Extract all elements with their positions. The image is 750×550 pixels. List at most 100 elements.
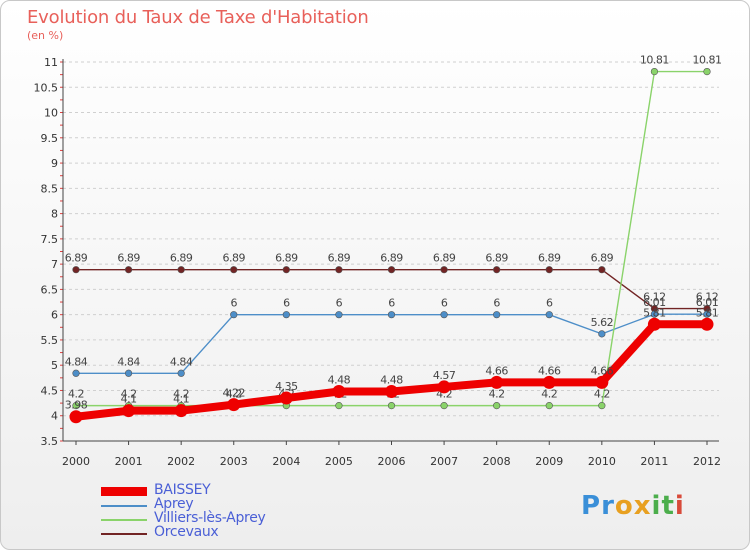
point-orcevaux-2004: [282, 266, 290, 274]
point-villiers-l-s-aprey-2005: [335, 402, 343, 410]
data-label-orcevaux-2010: 6.89: [591, 252, 614, 265]
y-tick-label-10: 8.5: [41, 182, 59, 195]
point-baissey-2008: [490, 375, 504, 389]
point-aprey-2001: [124, 369, 133, 377]
y-tick-label-0: 3.5: [41, 435, 59, 448]
data-label-baissey-2000: 3.98: [65, 399, 88, 412]
data-label-orcevaux-2000: 6.89: [65, 252, 88, 265]
data-label-orcevaux-2002: 6.89: [170, 252, 193, 265]
data-label-villiers-l-s-aprey-2003: 4.2: [226, 388, 242, 401]
data-label-aprey-2007: 6: [441, 297, 448, 310]
point-villiers-l-s-aprey-2008: [493, 402, 501, 410]
legend-label: Aprey: [154, 496, 194, 512]
x-tick-label-2012: 2012: [693, 455, 721, 468]
data-label-villiers-l-s-aprey-2008: 4.2: [489, 388, 505, 401]
point-aprey-2004: [282, 311, 290, 319]
data-label-aprey-2003: 6: [231, 297, 238, 310]
point-baissey-2005: [332, 384, 346, 398]
x-tick-label-2000: 2000: [62, 455, 90, 468]
point-baissey-2007: [437, 380, 451, 394]
point-villiers-l-s-aprey-2000: [72, 402, 80, 410]
point-villiers-l-s-aprey-2006: [387, 402, 396, 410]
legend-swatch: [101, 519, 147, 521]
y-tick-label-12: 9.5: [41, 132, 59, 145]
legend-swatch: [101, 505, 147, 507]
x-tick-label-2011: 2011: [640, 455, 668, 468]
data-label-orcevaux-2009: 6.89: [538, 252, 561, 265]
logo-letter: i: [674, 491, 685, 521]
logo-letter: i: [651, 491, 662, 521]
data-label-villiers-l-s-aprey-2010: 4.2: [594, 388, 610, 401]
y-tick-label-9: 8: [51, 208, 58, 221]
data-label-villiers-l-s-aprey-2001: 4.2: [121, 388, 137, 401]
y-tick-label-1: 4: [51, 410, 58, 423]
point-baissey-2010: [595, 375, 609, 389]
data-label-orcevaux-2008: 6.89: [485, 252, 508, 265]
data-label-orcevaux-2007: 6.89: [433, 252, 456, 265]
point-baissey-2001: [122, 404, 136, 418]
y-tick-label-6: 6.5: [41, 283, 59, 296]
data-label-baissey-2007: 4.57: [433, 369, 456, 382]
data-label-villiers-l-s-aprey-2009: 4.2: [541, 388, 557, 401]
y-tick-label-8: 7.5: [41, 233, 59, 246]
data-label-aprey-2009: 6: [546, 297, 553, 310]
point-villiers-l-s-aprey-2007: [440, 402, 448, 410]
data-label-baissey-2003: 4.22: [223, 387, 246, 400]
point-aprey-2007: [440, 311, 448, 319]
point-aprey-2009: [545, 311, 553, 319]
data-label-villiers-l-s-aprey-2002: 4.2: [173, 388, 189, 401]
x-tick-label-2006: 2006: [378, 455, 406, 468]
x-tick-label-2005: 2005: [325, 455, 353, 468]
point-orcevaux-2000: [72, 266, 80, 274]
data-label-orcevaux-2012: 6.12: [696, 291, 719, 304]
point-orcevaux-2010: [598, 266, 606, 274]
point-aprey-2005: [335, 311, 343, 319]
data-label-baissey-2002: 4.1: [173, 393, 189, 406]
data-label-aprey-2011: 6.01: [643, 296, 666, 309]
y-tick-label-2: 4.5: [41, 384, 59, 397]
x-tick-label-2004: 2004: [272, 455, 300, 468]
data-label-orcevaux-2006: 6.89: [380, 252, 403, 265]
proxiti-logo: Proxiti: [581, 491, 685, 521]
y-tick-label-14: 10.5: [34, 81, 59, 94]
point-aprey-2003: [230, 311, 238, 319]
data-label-orcevaux-2003: 6.89: [223, 252, 246, 265]
y-tick-label-3: 5: [51, 359, 58, 372]
logo-letter: r: [601, 491, 615, 521]
point-orcevaux-2005: [335, 266, 343, 274]
point-aprey-2008: [493, 311, 501, 319]
y-tick-label-4: 5.5: [41, 334, 59, 347]
point-baissey-2003: [227, 398, 241, 412]
data-label-baissey-2005: 4.48: [328, 373, 351, 386]
legend-label: Villiers-lès-Aprey: [154, 510, 266, 526]
point-baissey-2011: [647, 317, 661, 331]
data-label-orcevaux-2011: 6.12: [643, 291, 666, 304]
data-label-aprey-2004: 6: [283, 297, 290, 310]
data-label-baissey-2009: 4.66: [538, 364, 561, 377]
data-label-orcevaux-2004: 6.89: [275, 252, 298, 265]
data-label-aprey-2008: 6: [493, 297, 500, 310]
point-orcevaux-2008: [493, 266, 501, 274]
data-label-baissey-2001: 4.1: [121, 393, 137, 406]
legend-swatch: [101, 487, 147, 496]
x-tick-label-2002: 2002: [167, 455, 195, 468]
point-baissey-2012: [700, 317, 714, 331]
logo-letter: x: [633, 491, 652, 521]
point-orcevaux-2009: [545, 266, 553, 274]
data-label-baissey-2008: 4.66: [485, 364, 508, 377]
y-tick-label-13: 10: [44, 107, 58, 120]
data-label-aprey-2000: 4.84: [65, 355, 88, 368]
y-tick-label-5: 6: [51, 309, 58, 322]
legend-label: BAISSEY: [154, 482, 211, 498]
point-baissey-2000: [69, 410, 83, 424]
point-aprey-2002: [177, 369, 185, 377]
point-aprey-2000: [72, 369, 80, 377]
data-label-baissey-2006: 4.48: [380, 373, 403, 386]
x-tick-label-2003: 2003: [220, 455, 248, 468]
point-baissey-2006: [385, 384, 398, 398]
data-label-aprey-2010: 5.62: [591, 316, 614, 329]
data-label-villiers-l-s-aprey-2011: 10.81: [640, 54, 669, 67]
data-label-aprey-2012: 6.01: [696, 296, 719, 309]
